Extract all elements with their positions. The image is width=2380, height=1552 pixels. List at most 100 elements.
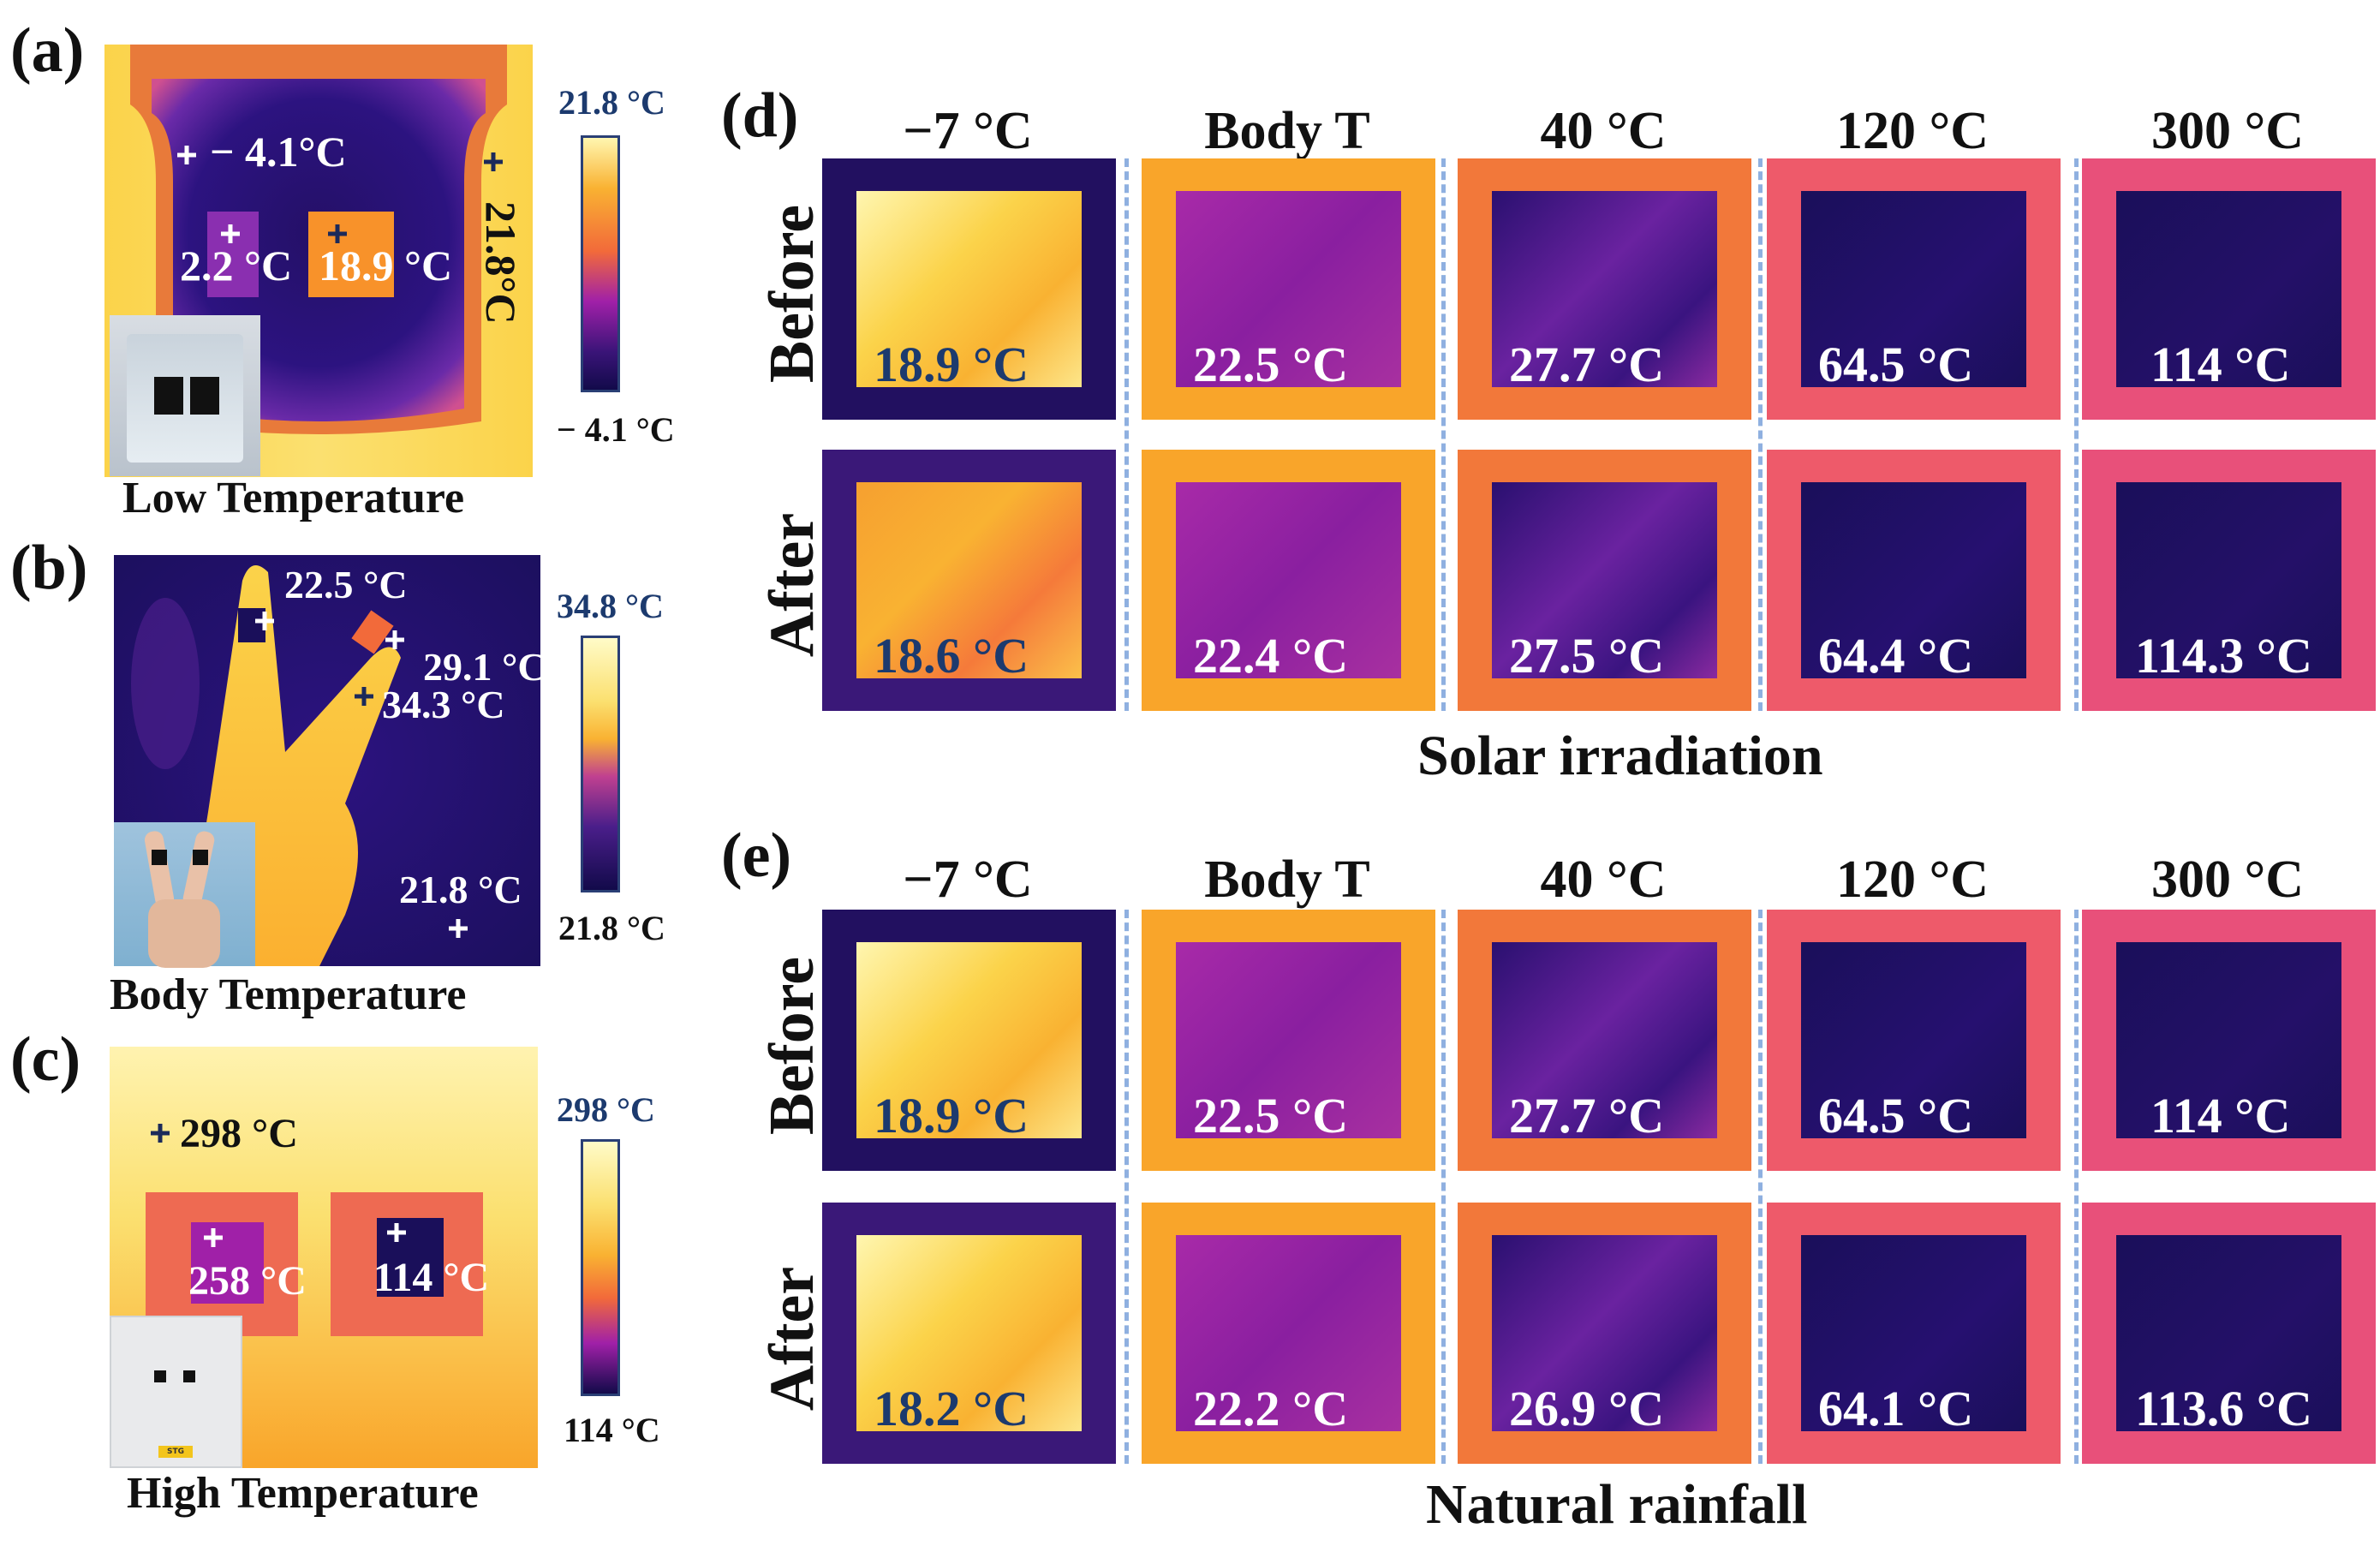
- crosshair-icon: [255, 612, 274, 630]
- panel-e-tile-after-3: 64.1 °C: [1767, 1203, 2061, 1464]
- panel-d-col-header-2: 40 °C: [1540, 102, 1667, 160]
- panel-e-temp-before-1: 22.5 °C: [1193, 1088, 1349, 1143]
- colorbar-b-max: 34.8 °C: [557, 587, 664, 625]
- crosshair-icon: [387, 1223, 406, 1242]
- point-temp-c1: 298 °C: [180, 1111, 298, 1156]
- panel-e-tile-after-0: 18.2 °C: [822, 1203, 1116, 1464]
- crosshair-icon: [385, 630, 404, 649]
- panel-e-tile-before-4: 114 °C: [2082, 910, 2376, 1171]
- colorbar-b: [581, 636, 620, 892]
- panel-e-row-label-after: After: [757, 1266, 827, 1412]
- panel-e-temp-before-2: 27.7 °C: [1509, 1088, 1665, 1143]
- thermal-sample: [1176, 482, 1401, 678]
- colorbar-a-max: 21.8 °C: [558, 83, 665, 122]
- panel-d-col-header-3: 120 °C: [1835, 102, 1989, 160]
- panel-e-temp-after-2: 26.9 °C: [1509, 1381, 1665, 1436]
- panel-d-tile-before-2: 27.7 °C: [1458, 158, 1751, 420]
- panel-e-tile-before-0: 18.9 °C: [822, 910, 1116, 1171]
- panel-e-divider-0: [1124, 910, 1129, 1464]
- panel-d-temp-before-4: 114 °C: [2150, 337, 2291, 392]
- thermal-sample: [1176, 942, 1401, 1138]
- panel-d-row-label-after: After: [757, 512, 827, 658]
- point-temp-b1: 22.5 °C: [284, 563, 408, 606]
- panel-e-divider-1: [1441, 910, 1446, 1464]
- point-temp-a2: 2.2 °C: [180, 242, 293, 290]
- panel-d-col-header-4: 300 °C: [2150, 102, 2305, 160]
- panel-a-caption: Low Temperature: [122, 474, 465, 522]
- panel-e-divider-2: [1758, 910, 1763, 1464]
- panel-d-label: (d): [721, 81, 799, 151]
- panel-c-label: (c): [10, 1024, 81, 1095]
- thermal-sample: [856, 1235, 1082, 1431]
- point-temp-b3: 34.3 °C: [382, 683, 505, 726]
- thermal-sample: [1492, 482, 1717, 678]
- thermal-sample: [1176, 191, 1401, 387]
- crosshair-icon: [328, 224, 347, 243]
- panel-d-temp-before-2: 27.7 °C: [1509, 337, 1665, 392]
- panel-d-temp-before-0: 18.9 °C: [874, 337, 1029, 392]
- thermal-sample: [2116, 191, 2341, 387]
- panel-e-col-header-4: 300 °C: [2150, 851, 2305, 909]
- thermal-sample: [1176, 1235, 1401, 1431]
- panel-d-temp-after-3: 64.4 °C: [1818, 628, 1974, 683]
- crosshair-icon: [204, 1228, 223, 1247]
- thermal-sample: [2116, 942, 2341, 1138]
- panel-d-temp-after-2: 27.5 °C: [1509, 628, 1665, 683]
- colorbar-a-min: − 4.1 °C: [557, 410, 675, 449]
- panel-d-divider-2: [1758, 158, 1763, 711]
- panel-d-divider-0: [1124, 158, 1129, 711]
- panel-d-tile-after-0: 18.6 °C: [822, 450, 1116, 711]
- panel-e-divider-3: [2074, 910, 2079, 1464]
- crosshair-icon: [355, 687, 373, 706]
- thermal-sample: [1492, 942, 1717, 1138]
- panel-d-col-header-0: −7 °C: [903, 102, 1033, 160]
- point-temp-a4: 21.8°C: [477, 201, 525, 325]
- thermal-sample: [2116, 1235, 2341, 1431]
- point-temp-b2: 29.1 °C: [423, 645, 546, 689]
- panel-d-temp-after-4: 114.3 °C: [2135, 628, 2312, 683]
- panel-e-col-header-1: Body T: [1204, 851, 1370, 909]
- panel-e-temp-before-0: 18.9 °C: [874, 1088, 1029, 1143]
- thermal-sample: [856, 191, 1082, 387]
- panel-e-temp-after-4: 113.6 °C: [2135, 1381, 2312, 1436]
- panel-d-tile-before-1: 22.5 °C: [1142, 158, 1435, 420]
- panel-e-col-header-3: 120 °C: [1835, 851, 1989, 909]
- thermal-sample: [1492, 1235, 1717, 1431]
- panel-e-row-label-before: Before: [757, 956, 827, 1136]
- panel-e-tile-after-2: 26.9 °C: [1458, 1203, 1751, 1464]
- panel-d-tile-after-4: 114.3 °C: [2082, 450, 2376, 711]
- panel-e-tile-before-2: 27.7 °C: [1458, 910, 1751, 1171]
- panel-e-col-header-0: −7 °C: [903, 851, 1033, 909]
- point-temp-b4: 21.8 °C: [399, 868, 522, 911]
- panel-d-temp-after-1: 22.4 °C: [1193, 628, 1349, 683]
- point-temp-a1: − 4.1°C: [210, 128, 347, 176]
- thermal-sample: [856, 482, 1082, 678]
- colorbar-c-min: 114 °C: [564, 1411, 660, 1449]
- point-temp-c2: 258 °C: [188, 1258, 307, 1304]
- panel-e-tile-before-3: 64.5 °C: [1767, 910, 2061, 1171]
- panel-d-divider-1: [1441, 158, 1446, 711]
- panel-d-divider-3: [2074, 158, 2079, 711]
- panel-d-tile-before-3: 64.5 °C: [1767, 158, 2061, 420]
- point-temp-a3: 18.9 °C: [319, 242, 453, 290]
- panel-b-caption: Body Temperature: [110, 970, 467, 1019]
- crosshair-icon: [484, 152, 503, 171]
- panel-e-title: Natural rainfall: [1426, 1473, 1808, 1536]
- panel-e-temp-after-0: 18.2 °C: [874, 1381, 1029, 1436]
- panel-e-temp-after-1: 22.2 °C: [1193, 1381, 1349, 1436]
- panel-e-col-header-2: 40 °C: [1540, 851, 1667, 909]
- panel-b-inset-photo: [114, 822, 255, 968]
- colorbar-c: [581, 1139, 620, 1396]
- panel-d-tile-after-3: 64.4 °C: [1767, 450, 2061, 711]
- panel-e-tile-after-1: 22.2 °C: [1142, 1203, 1435, 1464]
- panel-d-temp-before-1: 22.5 °C: [1193, 337, 1349, 392]
- panel-d-tile-after-1: 22.4 °C: [1142, 450, 1435, 711]
- thermal-sample: [2116, 482, 2341, 678]
- panel-d-row-label-before: Before: [757, 204, 827, 384]
- panel-e-tile-after-4: 113.6 °C: [2082, 1203, 2376, 1464]
- panel-e-temp-before-3: 64.5 °C: [1818, 1088, 1974, 1143]
- point-temp-c3: 114 °C: [373, 1255, 490, 1300]
- panel-b-label: (b): [10, 533, 88, 603]
- thermal-sample: [856, 942, 1082, 1138]
